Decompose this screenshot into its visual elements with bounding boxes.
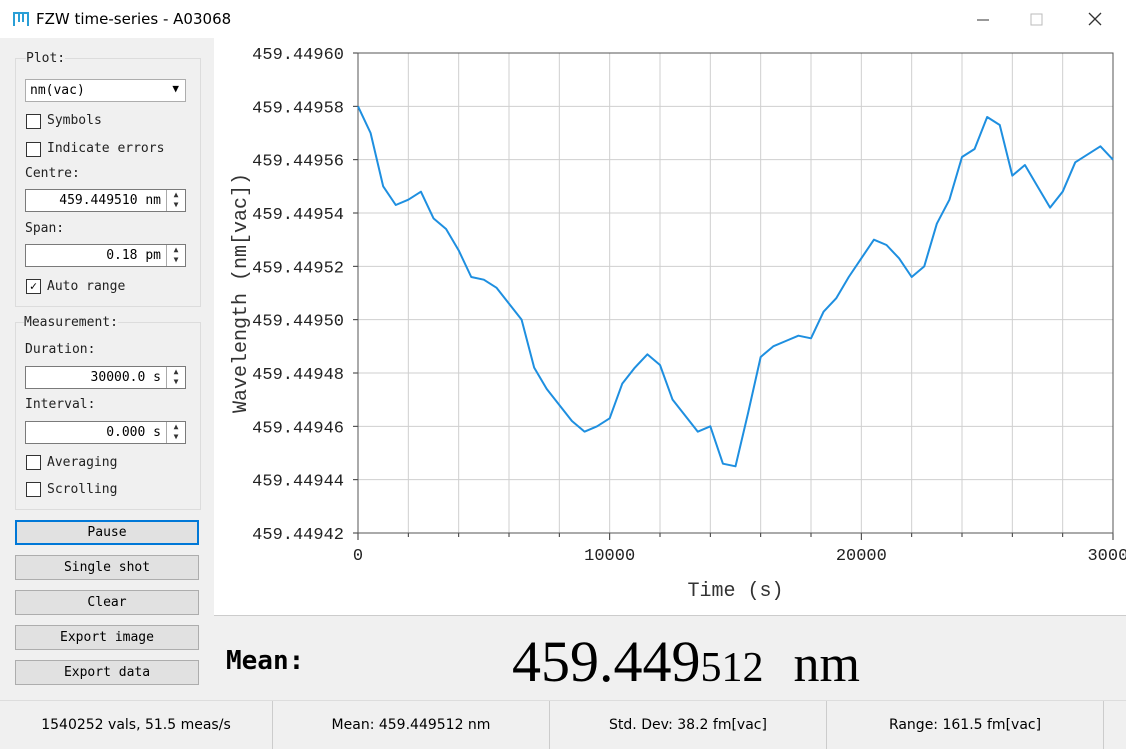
window-controls[interactable] <box>960 8 1120 30</box>
y-tick-label: 459.44954 <box>252 206 344 225</box>
group-label: Measurement: <box>24 315 118 330</box>
checkbox[interactable] <box>26 455 41 470</box>
checkbox[interactable] <box>26 142 41 157</box>
y-axis-label: Wavelength (nm[vac]) <box>230 173 253 413</box>
title-bar: FZW time-series - A03068 <box>0 0 1126 38</box>
status-range: Range: 161.5 fm[vac] <box>827 701 1104 749</box>
span-input[interactable]: 0.18 pm ▲ ▼ <box>25 244 186 267</box>
field-label: Centre: <box>25 166 80 181</box>
status-stddev: Std. Dev: 38.2 fm[vac] <box>550 701 827 749</box>
unit-select[interactable]: nm(vac) ▼ <box>25 79 186 102</box>
clear-button[interactable]: Clear <box>15 590 199 615</box>
x-tick-label: 20000 <box>836 547 887 566</box>
centre-input[interactable]: 459.449510 nm ▲ ▼ <box>25 189 186 212</box>
y-tick-label: 459.44946 <box>252 419 344 438</box>
duration-input[interactable]: 30000.0 s ▲ ▼ <box>25 366 186 389</box>
y-tick-label: 459.44950 <box>252 313 344 332</box>
mean-fine: 512 <box>700 645 764 691</box>
status-count: 1540252 vals, 51.5 meas/s <box>0 701 273 749</box>
y-tick-label: 459.44944 <box>252 473 344 492</box>
app-icon <box>13 12 29 26</box>
field-label: Interval: <box>25 397 96 412</box>
y-tick-label: 459.44956 <box>252 153 344 172</box>
mean-label: Mean: <box>226 646 305 676</box>
export-data-button[interactable]: Export data <box>15 660 199 685</box>
x-tick-label: 10000 <box>584 547 635 566</box>
y-tick-label: 459.44960 <box>252 46 344 65</box>
window-title: FZW time-series - A03068 <box>36 10 232 28</box>
checkbox[interactable] <box>26 482 41 497</box>
checkbox-label: Indicate errors <box>47 141 165 156</box>
input-value: 0.18 pm <box>106 248 161 263</box>
status-bar: 1540252 vals, 51.5 meas/s Mean: 459.4495… <box>0 700 1126 749</box>
checkbox-label: Symbols <box>47 113 102 128</box>
checkbox[interactable]: ✓ <box>26 279 41 294</box>
status-mean: Mean: 459.449512 nm <box>273 701 550 749</box>
y-tick-label: 459.44952 <box>252 259 344 278</box>
interval-input[interactable]: 0.000 s ▲ ▼ <box>25 421 186 444</box>
field-label: Span: <box>25 221 65 236</box>
checkbox-label: Averaging <box>47 455 118 470</box>
chart: 459.44942 459.44944 459.44946 459.44948 459.… <box>214 38 1126 615</box>
x-tick-label: 0 <box>353 547 363 566</box>
mean-unit: nm <box>793 636 860 693</box>
group-label: Plot: <box>26 51 66 66</box>
single-shot-button[interactable]: Single shot <box>15 555 199 580</box>
checkbox-label: Scrolling <box>47 482 118 497</box>
input-value: 30000.0 s <box>90 370 161 385</box>
pause-button[interactable]: Pause <box>15 520 199 545</box>
plot-group <box>15 58 201 307</box>
y-tick-label: 459.44958 <box>252 99 344 118</box>
data-line <box>357 105 1114 468</box>
y-tick-label: 459.44948 <box>252 366 344 385</box>
checkbox[interactable] <box>26 114 41 129</box>
y-tick-label: 459.44942 <box>252 526 344 545</box>
checkbox-label: Auto range <box>47 279 126 294</box>
plot-frame <box>357 52 1114 534</box>
x-axis-label: Time (s) <box>687 580 783 603</box>
input-value: 0.000 s <box>106 425 161 440</box>
export-image-button[interactable]: Export image <box>15 625 199 650</box>
input-value: 459.449510 nm <box>59 193 161 208</box>
field-label: Duration: <box>25 342 96 357</box>
mean-value: 459.449512 nm <box>512 628 860 695</box>
x-tick-label: 30000 <box>1087 547 1126 566</box>
mean-main: 459.449 <box>512 629 701 694</box>
mean-panel: Mean: 459.449512 nm <box>214 615 1126 701</box>
control-panel: Plot: nm(vac) ▼ Symbols Indicate errors C… <box>0 38 214 700</box>
select-text: nm(vac) <box>30 83 85 98</box>
